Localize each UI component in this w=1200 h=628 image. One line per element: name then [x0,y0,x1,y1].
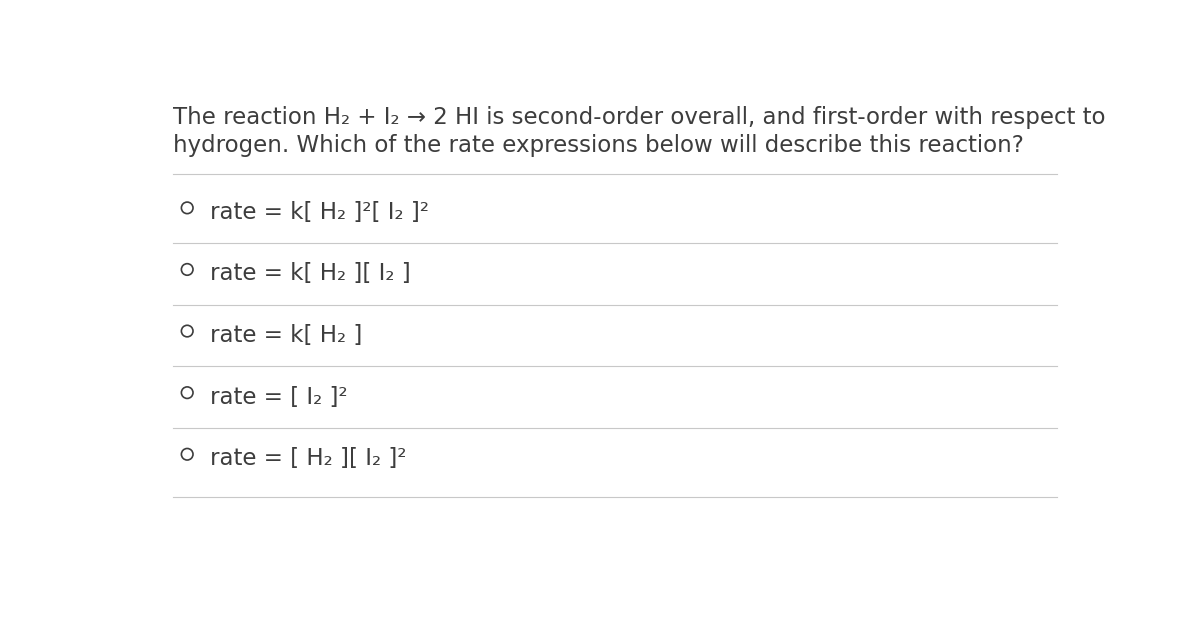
Text: rate = [ H₂ ][ I₂ ]²: rate = [ H₂ ][ I₂ ]² [210,447,407,470]
Text: The reaction H₂ + I₂ → 2 HI is second-order overall, and first-order with respec: The reaction H₂ + I₂ → 2 HI is second-or… [173,106,1105,129]
Text: hydrogen. Which of the rate expressions below will describe this reaction?: hydrogen. Which of the rate expressions … [173,134,1024,157]
Text: rate = k[ H₂ ]²[ I₂ ]²: rate = k[ H₂ ]²[ I₂ ]² [210,201,430,224]
Text: rate = k[ H₂ ][ I₂ ]: rate = k[ H₂ ][ I₂ ] [210,263,412,286]
Text: rate = k[ H₂ ]: rate = k[ H₂ ] [210,324,362,347]
Text: rate = [ I₂ ]²: rate = [ I₂ ]² [210,386,348,409]
